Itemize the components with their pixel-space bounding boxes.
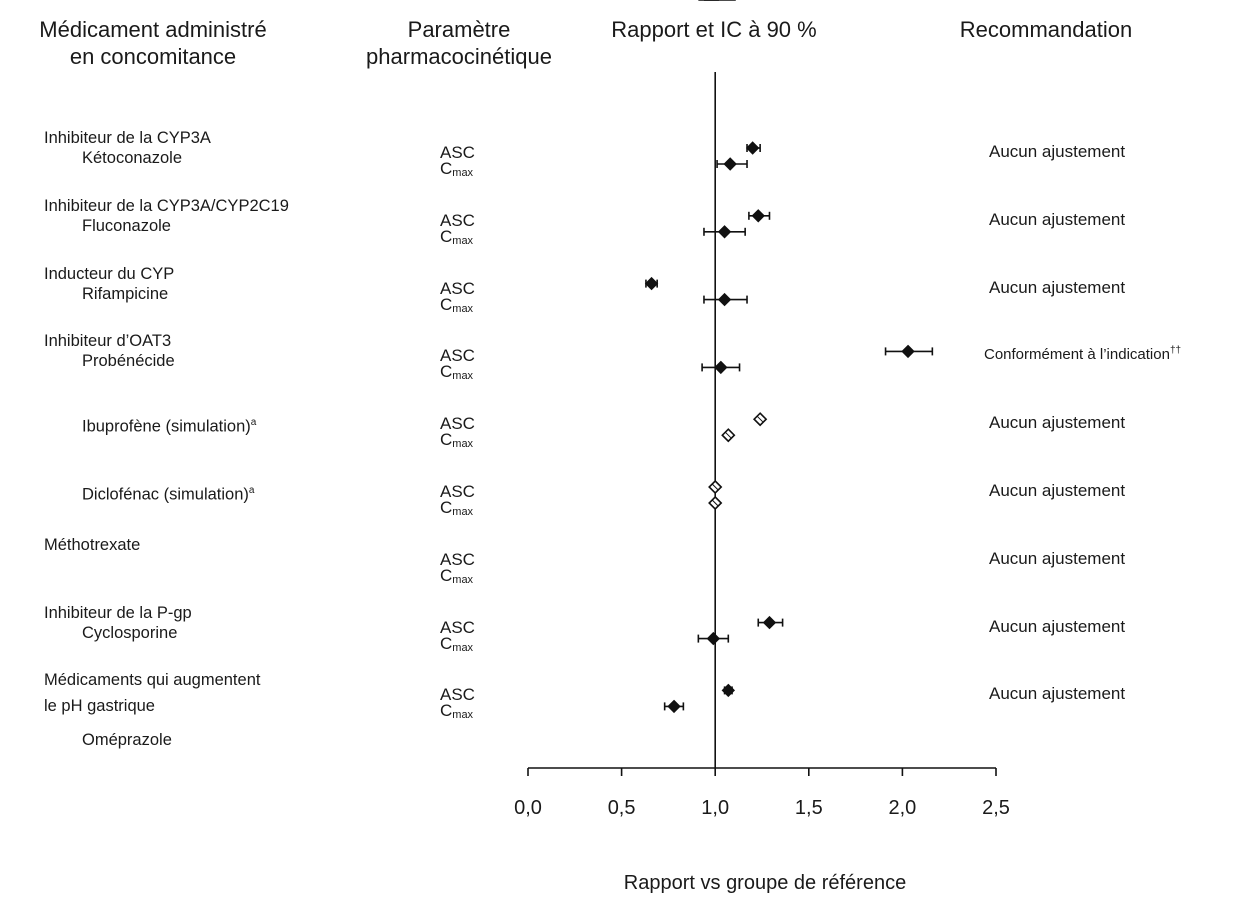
param-auc-label: ASC — [440, 685, 475, 705]
drug-name-label: Oméprazole — [82, 731, 172, 750]
point-diamond — [717, 292, 732, 307]
x-tick-label: 2,5 — [982, 797, 1010, 819]
param-cmax-label: Cmax — [440, 226, 474, 247]
header-ratio: Rapport et IC à 90 % — [611, 17, 817, 42]
x-tick-label: 0,5 — [607, 797, 636, 819]
recommendation-text: Aucun ajustement — [989, 481, 1126, 500]
x-tick-label: 2,0 — [888, 797, 917, 819]
point-diamond — [706, 631, 721, 646]
recommendation-text: Aucun ajustement — [989, 548, 1126, 568]
header-param: Paramètre pharmacocinétique — [342, 16, 576, 70]
header-drug-line2: en concomitance — [69, 44, 237, 69]
point-diamond — [762, 615, 777, 630]
param-cmax-label: Cmax — [440, 701, 474, 722]
point-diamond — [901, 344, 915, 359]
drug-class-label: Inhibiteur de la CYP3A/CYP2C19 — [44, 196, 289, 215]
recommendation-text: Aucun ajustement — [989, 277, 1126, 297]
header-drug: Médicament administré en concomitance — [8, 16, 298, 70]
recommendation-text: Aucun ajustement — [989, 142, 1126, 161]
recommendation-text: Aucun ajustement — [989, 684, 1126, 704]
point-diamond — [717, 225, 732, 239]
param-auc-label: ASC — [440, 549, 475, 569]
drug-class-label: Inducteur du CYP — [44, 264, 175, 283]
recommendation-text: Conformément à l’indication†† — [984, 345, 1182, 364]
point-diamond — [751, 209, 765, 223]
point-diamond — [644, 276, 659, 291]
drug-class-label: Inhibiteur de la P-gp — [44, 603, 192, 622]
param-auc-label: ASC — [440, 210, 475, 230]
drug-name-label: Kétoconazole — [82, 149, 182, 167]
point-diamond — [714, 360, 728, 375]
header-param-line1: Paramètre — [407, 17, 511, 42]
param-auc-label: ASC — [440, 617, 475, 637]
header-param-line2: pharmacocinétique — [366, 44, 552, 69]
point-diamond — [723, 157, 737, 171]
drug-class-label: Méthotrexate — [44, 535, 141, 554]
point-open-hatch — [724, 431, 732, 439]
recommendation-text: Aucun ajustement — [989, 616, 1126, 636]
header-drug-line1: Médicament administré — [39, 17, 267, 42]
x-tick-label: 1,0 — [701, 797, 730, 819]
param-cmax-label: Cmax — [440, 498, 474, 519]
param-cmax-label: Cmax — [440, 633, 474, 654]
x-tick-label: 0,0 — [514, 797, 542, 819]
drug-name-label: Rifampicine — [82, 284, 169, 303]
recommendation-text: Aucun ajustement — [989, 209, 1126, 229]
drug-name-label: Diclofénac (simulation)a — [82, 485, 255, 504]
point-diamond — [667, 699, 681, 714]
point-open-hatch — [711, 499, 719, 507]
drug-name-label: Fluconazole — [82, 216, 171, 235]
drug-class-label: Inhibiteur de la CYP3A — [44, 129, 211, 147]
point-diamond — [745, 141, 760, 155]
drug-name-label: Probénécide — [82, 352, 175, 371]
param-auc-label: ASC — [440, 346, 475, 366]
drug-name-label: Ibuprofène (simulation)a — [82, 417, 257, 436]
param-auc-label: ASC — [440, 414, 475, 434]
param-auc-label: ASC — [440, 278, 475, 298]
x-axis-title: Rapport vs groupe de référence — [623, 872, 907, 894]
param-cmax-label: Cmax — [440, 159, 474, 180]
param-cmax-label: Cmax — [440, 430, 474, 451]
drug-name-label: Cyclosporine — [82, 623, 178, 642]
drug-class-label-2: le pH gastrique — [44, 697, 155, 716]
drug-class-label: Inhibiteur d’OAT3 — [44, 332, 172, 351]
x-tick-label: 1,5 — [794, 797, 823, 819]
param-auc-label: ASC — [440, 482, 475, 501]
drug-class-label: Médicaments qui augmentent — [44, 671, 261, 690]
param-cmax-label: Cmax — [440, 294, 474, 315]
point-open-hatch — [756, 415, 764, 423]
recommendation-text: Aucun ajustement — [989, 413, 1126, 433]
param-cmax-label: Cmax — [440, 565, 474, 586]
param-auc-label: ASC — [440, 143, 475, 162]
point-diamond — [721, 683, 736, 698]
header-recommendation: Recommandation — [959, 17, 1133, 42]
point-open-hatch — [711, 483, 719, 491]
param-cmax-label: Cmax — [440, 362, 474, 383]
